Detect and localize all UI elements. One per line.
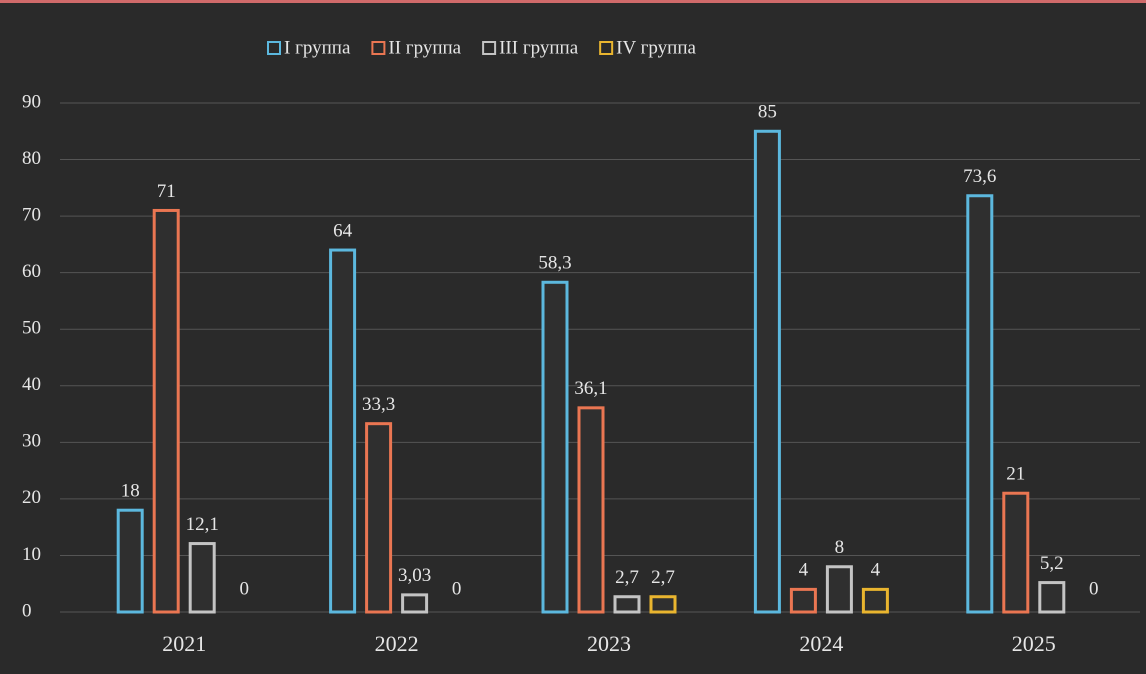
y-tick-label: 50 [22, 318, 41, 339]
data-label: 4 [799, 560, 809, 581]
data-label: 64 [333, 220, 353, 241]
legend-swatch [267, 41, 281, 55]
bar [861, 587, 889, 614]
data-label: 12,1 [186, 514, 219, 535]
bar [329, 248, 357, 614]
data-label: 4 [871, 560, 881, 581]
data-label: 8 [835, 537, 845, 558]
y-tick-label: 60 [22, 261, 41, 282]
y-tick-label: 30 [22, 431, 41, 452]
bar [825, 565, 853, 614]
y-tick-label: 10 [22, 544, 41, 565]
y-tick-label: 90 [22, 91, 41, 112]
bar [1002, 491, 1030, 614]
y-tick-label: 0 [22, 600, 32, 621]
data-label: 21 [1006, 464, 1025, 485]
legend-swatch [599, 41, 614, 55]
top-border [0, 0, 1146, 3]
x-tick-label: 2025 [1012, 631, 1056, 656]
y-tick-label: 80 [22, 148, 41, 169]
data-label: 36,1 [574, 378, 607, 399]
bar [577, 406, 605, 614]
data-label: 0 [452, 578, 462, 599]
data-label: 2,7 [615, 567, 639, 588]
data-label: 5,2 [1040, 553, 1064, 574]
bar [613, 595, 641, 614]
legend-label: II группа [388, 37, 461, 58]
bar [541, 280, 569, 614]
y-tick-label: 20 [22, 487, 41, 508]
data-label: 0 [1089, 578, 1099, 599]
bar [116, 508, 144, 614]
bar [649, 595, 677, 614]
bar [401, 593, 429, 614]
data-label: 0 [239, 578, 249, 599]
y-tick-label: 40 [22, 374, 41, 395]
bar [789, 587, 817, 614]
x-tick-label: 2024 [799, 631, 843, 656]
data-label: 58,3 [538, 253, 571, 274]
legend-label: III группа [499, 37, 579, 58]
data-label: 73,6 [963, 166, 996, 187]
data-label: 2,7 [651, 567, 675, 588]
legend-label: I группа [284, 37, 351, 58]
x-tick-label: 2021 [162, 631, 206, 656]
data-label: 85 [758, 102, 777, 123]
legend-swatch [482, 41, 497, 55]
bar [188, 542, 216, 614]
bar [152, 208, 180, 614]
x-tick-label: 2022 [375, 631, 419, 656]
legend-swatch [371, 41, 386, 55]
bar [1038, 581, 1066, 614]
bar [365, 422, 393, 614]
data-label: 18 [121, 481, 140, 502]
legend-label: IV группа [616, 37, 696, 58]
bar [753, 129, 781, 614]
bar [966, 194, 994, 614]
data-label: 71 [157, 181, 176, 202]
y-tick-label: 70 [22, 204, 41, 225]
x-tick-label: 2023 [587, 631, 631, 656]
data-label: 33,3 [362, 394, 395, 415]
data-label: 3,03 [398, 565, 431, 586]
